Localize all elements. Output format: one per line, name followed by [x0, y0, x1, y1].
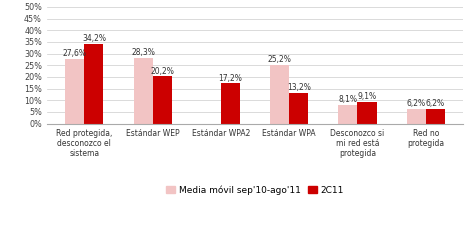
- Text: 17,2%: 17,2%: [219, 74, 242, 82]
- Bar: [153, 76, 172, 124]
- Bar: [407, 109, 426, 124]
- Bar: [289, 93, 308, 124]
- Bar: [358, 102, 377, 124]
- Text: 13,2%: 13,2%: [287, 83, 311, 92]
- Text: 28,3%: 28,3%: [131, 48, 155, 57]
- Text: 8,1%: 8,1%: [338, 95, 358, 104]
- Bar: [221, 84, 240, 124]
- Bar: [270, 65, 289, 124]
- Text: 6,2%: 6,2%: [407, 99, 426, 108]
- Text: 27,6%: 27,6%: [63, 49, 87, 58]
- Bar: [426, 109, 445, 124]
- Text: 9,1%: 9,1%: [358, 93, 377, 101]
- Legend: Media móvil sep'10-ago'11, 2C11: Media móvil sep'10-ago'11, 2C11: [162, 182, 348, 199]
- Text: 25,2%: 25,2%: [268, 55, 292, 64]
- Bar: [133, 57, 153, 124]
- Text: 20,2%: 20,2%: [150, 67, 174, 76]
- Bar: [84, 44, 103, 124]
- Text: 6,2%: 6,2%: [426, 99, 445, 108]
- Bar: [338, 105, 358, 124]
- Bar: [65, 59, 84, 124]
- Text: 34,2%: 34,2%: [82, 34, 106, 43]
